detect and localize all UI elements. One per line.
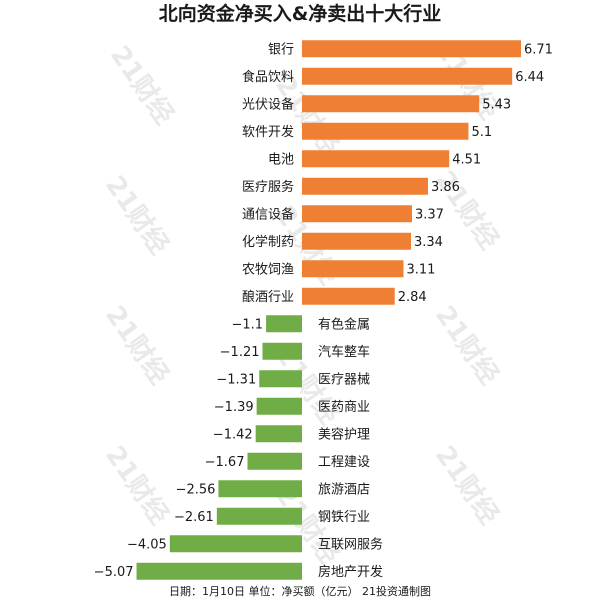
data-label: 6.71 <box>524 42 553 57</box>
data-label: 2.84 <box>398 290 427 305</box>
category-label: 光伏设备 <box>242 96 294 112</box>
bar <box>302 177 428 195</box>
category-label: 医药商业 <box>318 400 370 415</box>
data-label: −1.21 <box>220 345 260 360</box>
category-label: 农牧饲渔 <box>242 262 294 277</box>
data-label: −4.05 <box>127 537 167 552</box>
bar <box>256 397 302 415</box>
category-label: 互联网服务 <box>318 536 383 552</box>
data-label: 3.11 <box>407 262 436 277</box>
value-labels-group: 6.71 6.44 5.43 5.1 4.51 3.86 3.37 3.34 3.11 2.84 −… <box>94 42 553 580</box>
bar <box>302 95 480 113</box>
data-label: −2.61 <box>174 510 214 525</box>
bar <box>247 452 302 470</box>
bar <box>302 40 521 58</box>
category-label: 软件开发 <box>242 124 294 140</box>
watermark: 21财经 <box>99 170 175 260</box>
watermark: 21财经 <box>104 40 180 130</box>
watermark: 21财经 <box>99 440 175 530</box>
category-label: 汽车整车 <box>318 344 370 360</box>
bar <box>136 562 302 580</box>
category-label: 房地产开发 <box>318 564 383 580</box>
chart-title: 北向资金净买入&净卖出十大行业 <box>159 2 442 25</box>
data-label: −1.39 <box>214 400 254 415</box>
category-label: 工程建设 <box>318 455 370 470</box>
bar <box>302 67 513 85</box>
bar <box>259 370 302 388</box>
category-label: 酿酒行业 <box>242 289 294 305</box>
bar <box>302 260 404 278</box>
category-label: 食品饮料 <box>242 69 294 85</box>
bar <box>302 287 395 305</box>
watermark: 21财经 <box>429 300 505 390</box>
category-label: 银行 <box>268 42 294 57</box>
data-label: −2.56 <box>176 482 216 497</box>
data-label: 5.1 <box>471 125 492 140</box>
data-label: 3.34 <box>414 235 443 250</box>
data-label: 6.44 <box>515 70 544 85</box>
bars-group <box>136 40 521 580</box>
bar <box>266 315 302 333</box>
data-label: 3.86 <box>431 180 460 195</box>
bar <box>218 480 302 498</box>
category-label: 通信设备 <box>242 206 294 222</box>
data-label: 5.43 <box>482 97 511 112</box>
category-label: 化学制药 <box>242 234 294 250</box>
bar <box>302 205 412 223</box>
bar <box>302 232 412 250</box>
bar <box>302 122 469 140</box>
bar <box>216 507 302 525</box>
data-label: −5.07 <box>94 565 134 580</box>
bar <box>262 342 302 360</box>
category-label: 医疗服务 <box>242 179 294 195</box>
data-label: −1.1 <box>232 317 264 332</box>
data-label: −1.67 <box>205 455 245 470</box>
category-label: 电池 <box>268 152 294 167</box>
data-label: −1.31 <box>216 372 256 387</box>
footnote: 日期：1月10日 单位：净买额（亿元） 21投资通制图 <box>169 584 431 598</box>
data-label: 4.51 <box>452 152 481 167</box>
category-label: 旅游酒店 <box>318 482 370 497</box>
category-label: 医疗器械 <box>318 372 370 387</box>
bar <box>302 150 450 168</box>
watermark: 21财经 <box>429 440 505 530</box>
watermark: 21财经 <box>99 300 175 390</box>
category-labels-group: 银行食品饮料光伏设备软件开发电池医疗服务通信设备化学制药农牧饲渔酿酒行业有色金属… <box>242 42 383 580</box>
category-label: 美容护理 <box>318 426 370 442</box>
bar <box>255 425 302 443</box>
data-label: −1.42 <box>213 427 253 442</box>
bar <box>169 535 302 553</box>
category-label: 钢铁行业 <box>318 510 370 525</box>
category-label: 有色金属 <box>318 316 370 332</box>
data-label: 3.37 <box>415 207 444 222</box>
